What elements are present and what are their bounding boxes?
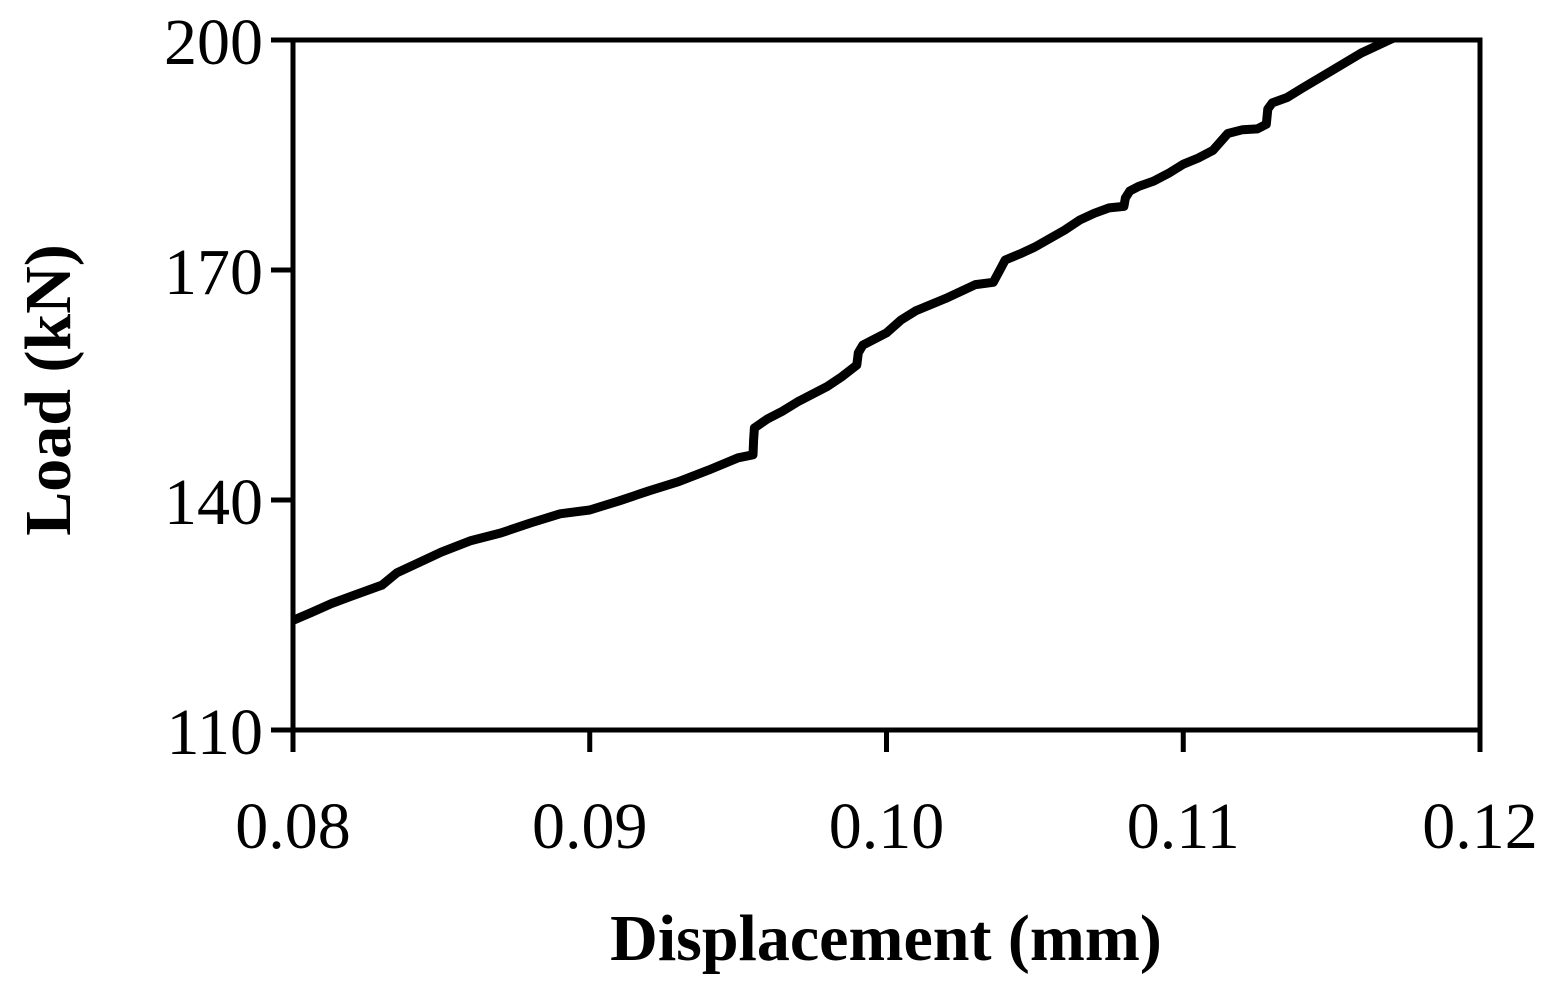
x-tick-label: 0.09 <box>532 790 648 863</box>
x-axis-title: Displacement (mm) <box>610 902 1162 975</box>
y-tick-label: 140 <box>164 466 263 539</box>
x-tick-label: 0.10 <box>829 790 945 863</box>
plot-frame <box>290 37 1483 733</box>
y-tick-label: 110 <box>166 696 263 769</box>
axis-ticks <box>271 37 1483 752</box>
load-curve-line <box>293 40 1401 625</box>
x-tick-label: 0.12 <box>1422 790 1538 863</box>
y-tick-label: 170 <box>164 236 263 309</box>
x-tick-label: 0.11 <box>1127 790 1240 863</box>
x-tick-labels: 0.08 0.09 0.10 0.11 0.12 <box>235 790 1538 863</box>
y-axis-title: Load (kN) <box>12 244 85 536</box>
y-tick-labels: 110 140 170 200 <box>164 6 263 769</box>
x-tick-label: 0.08 <box>235 790 351 863</box>
y-tick-label: 200 <box>164 6 263 79</box>
